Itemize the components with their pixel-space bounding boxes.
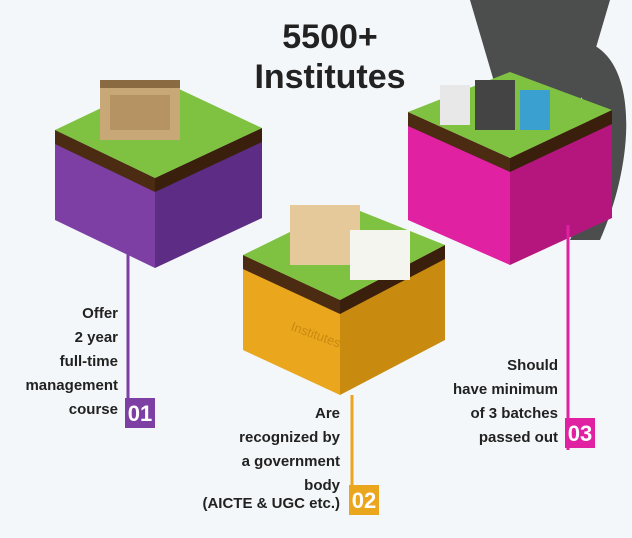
number: 02 <box>352 488 376 513</box>
number: 03 <box>568 421 592 446</box>
item-text: 2 year <box>75 329 119 346</box>
title: Institutes <box>254 58 405 96</box>
item-text: Are <box>315 405 340 422</box>
item-text: a government <box>242 453 340 470</box>
item-text: (AICTE & UGC etc.) <box>202 495 340 512</box>
item-text: have minimum <box>453 381 558 398</box>
item-text: body <box>304 477 340 494</box>
item-text: passed out <box>479 429 558 446</box>
item-text: management <box>25 377 118 394</box>
item-text: of 3 batches <box>470 405 558 422</box>
item-text: Should <box>507 357 558 374</box>
item-text: full-time <box>60 353 118 370</box>
infographic: 5500+ Institutes Institutes 01 <box>0 0 632 538</box>
number: 01 <box>128 401 152 426</box>
item-text: course <box>69 401 118 418</box>
item-text: recognized by <box>239 429 341 446</box>
title: 5500+ <box>282 18 378 56</box>
item-text: Offer <box>82 305 118 322</box>
